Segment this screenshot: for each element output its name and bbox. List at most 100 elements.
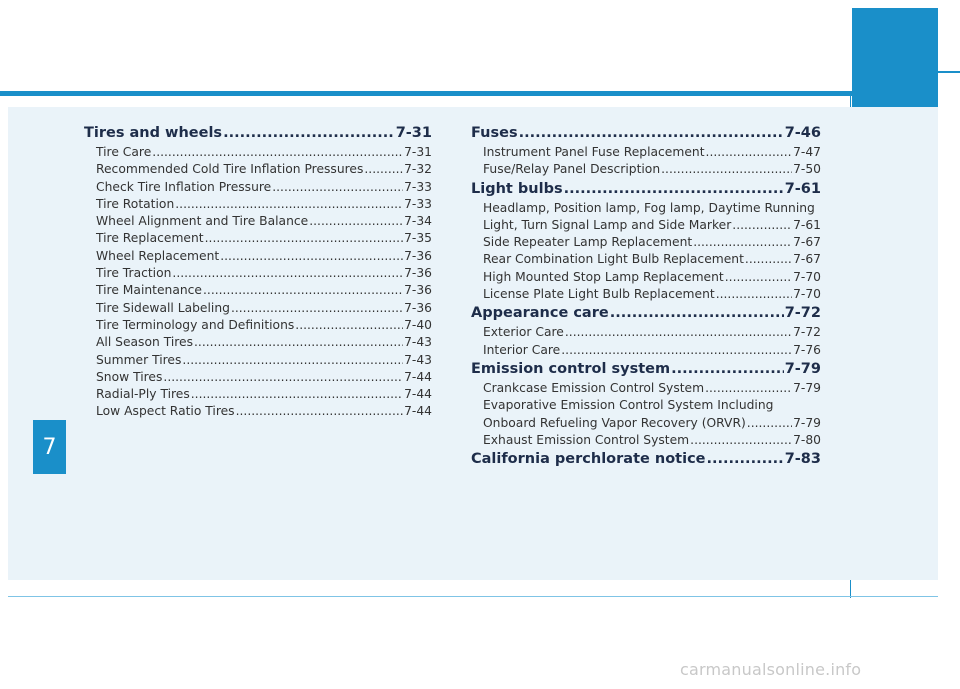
toc-entry[interactable]: Fuse/Relay Panel Description 7-50 — [471, 162, 821, 179]
page-number: 7-67 — [793, 235, 821, 250]
dot-leader — [707, 451, 784, 467]
page-number: 7-67 — [793, 252, 821, 267]
dot-leader — [272, 180, 403, 194]
toc-section[interactable]: Tires and wheels 7-31 — [84, 125, 432, 145]
toc-section[interactable]: Fuses 7-46 — [471, 125, 821, 145]
page-number: 7-79 — [793, 415, 821, 430]
dot-leader — [152, 145, 403, 159]
page-number: 7-36 — [404, 300, 432, 315]
toc-entry-title: Recommended Cold Tire Inflation Pressure… — [96, 162, 364, 177]
page-number: 7-36 — [404, 266, 432, 281]
page-number: 7-35 — [404, 231, 432, 246]
watermark: carmanualsonline.info — [680, 660, 862, 679]
chapter-tab: 7 — [33, 420, 66, 474]
page-number: 7-83 — [784, 451, 821, 468]
toc-entry-title: Interior Care — [483, 342, 561, 357]
toc-entry[interactable]: Snow Tires 7-44 — [84, 370, 432, 387]
toc-entry[interactable]: License Plate Light Bulb Replacement 7-70 — [471, 287, 821, 304]
page-number: 7-43 — [404, 352, 432, 367]
page-number: 7-31 — [395, 125, 432, 141]
dot-leader — [610, 305, 784, 321]
dot-leader — [725, 270, 792, 284]
toc-entry[interactable]: Radial-Ply Tires 7-44 — [84, 387, 432, 404]
page-number: 7-33 — [404, 179, 432, 194]
toc-section[interactable]: California perchlorate notice 7-83 — [471, 451, 821, 471]
toc-entry[interactable]: Summer Tires 7-43 — [84, 353, 432, 370]
page-number: 7-44 — [404, 369, 432, 384]
toc-entry[interactable]: All Season Tires 7-43 — [84, 335, 432, 352]
toc-entry[interactable]: Crankcase Emission Control System 7-79 — [471, 381, 821, 398]
toc-entry[interactable]: Check Tire Inflation Pressure 7-33 — [84, 180, 432, 197]
toc-entry-title: Tire Maintenance — [96, 283, 203, 298]
page-number: 7-72 — [784, 305, 821, 322]
dot-leader — [564, 181, 784, 197]
toc-entry[interactable]: Tire Replacement 7-35 — [84, 231, 432, 248]
toc-entry[interactable]: Onboard Refueling Vapor Recovery (ORVR) 7… — [471, 416, 821, 433]
toc-entry[interactable]: Exterior Care 7-72 — [471, 325, 821, 342]
page-number: 7-70 — [793, 287, 821, 302]
toc-entry-title: Instrument Panel Fuse Replacement — [483, 145, 705, 159]
page-number: 7-80 — [793, 432, 821, 447]
dot-leader — [175, 197, 403, 211]
toc-right-column: Fuses 7-46 Instrument Panel Fuse Replaceme… — [471, 124, 821, 471]
toc-entry-title: Radial-Ply Tires — [96, 387, 190, 402]
toc-entry-title: Exterior Care — [483, 325, 564, 340]
dot-leader — [220, 249, 403, 263]
toc-entry-title: Headlamp, Position lamp, Fog lamp, Dayti… — [483, 200, 815, 215]
toc-entry[interactable]: Wheel Replacement 7-36 — [84, 249, 432, 266]
toc-entry[interactable]: Tire Sidewall Labeling 7-36 — [84, 301, 432, 318]
dot-leader — [745, 252, 792, 266]
toc-section[interactable]: Light bulbs 7-61 — [471, 181, 821, 201]
page-number: 7-40 — [404, 317, 432, 332]
page-number: 7-47 — [793, 145, 821, 159]
toc-section[interactable]: Appearance care 7-72 — [471, 305, 821, 325]
toc-entry[interactable]: Light, Turn Signal Lamp and Side Marker 7… — [471, 218, 821, 235]
toc-entry[interactable]: Tire Terminology and Definitions 7-40 — [84, 318, 432, 335]
dot-leader — [716, 287, 792, 301]
toc-entry[interactable]: Tire Care 7-31 — [84, 145, 432, 162]
toc-section-title: Light bulbs — [471, 180, 563, 197]
toc-entry[interactable]: Wheel Alignment and Tire Balance 7-34 — [84, 214, 432, 231]
toc-entry[interactable]: Rear Combination Light Bulb Replacement 7… — [471, 252, 821, 269]
toc-entry[interactable]: Side Repeater Lamp Replacement 7-67 — [471, 235, 821, 252]
page-number: 7-79 — [784, 360, 821, 377]
toc-entry[interactable]: Interior Care 7-76 — [471, 343, 821, 360]
toc-entry-title: Evaporative Emission Control System Incl… — [483, 398, 774, 413]
chapter-number: 7 — [42, 434, 57, 460]
toc-entry-title: Snow Tires — [96, 369, 163, 384]
toc-entry[interactable]: Recommended Cold Tire Inflation Pressure… — [84, 162, 432, 179]
toc-entry[interactable]: Tire Maintenance 7-36 — [84, 283, 432, 300]
toc-entry-title: High Mounted Stop Lamp Replacement — [483, 269, 724, 284]
corner-tab — [852, 8, 938, 109]
toc-entry[interactable]: Evaporative Emission Control System Incl… — [471, 398, 821, 415]
toc-entry-title: Tire Replacement — [96, 231, 204, 246]
dot-leader — [295, 318, 403, 332]
dot-leader — [236, 404, 403, 418]
toc-entry[interactable]: Tire Traction 7-36 — [84, 266, 432, 283]
toc-entry[interactable]: High Mounted Stop Lamp Replacement 7-70 — [471, 270, 821, 287]
toc-entry[interactable]: Exhaust Emission Control System 7-80 — [471, 433, 821, 450]
toc-entry-title: Crankcase Emission Control System — [483, 380, 705, 395]
dot-leader — [561, 343, 792, 357]
dot-leader — [309, 214, 403, 228]
toc-left-column: Tires and wheels 7-31 Tire Care 7-31 Recomme… — [84, 124, 432, 422]
toc-entry-title: Tire Care — [96, 145, 152, 159]
page-number: 7-36 — [404, 248, 432, 263]
page-number: 7-34 — [404, 214, 432, 229]
toc-entry[interactable]: Low Aspect Ratio Tires 7-44 — [84, 404, 432, 421]
toc-entry-title: Low Aspect Ratio Tires — [96, 404, 235, 419]
bottom-rule — [8, 596, 938, 597]
page-number: 7-44 — [404, 404, 432, 419]
toc-entry[interactable]: Headlamp, Position lamp, Fog lamp, Dayti… — [471, 201, 821, 218]
toc-entry[interactable]: Instrument Panel Fuse Replacement 7-47 — [471, 145, 821, 162]
top-rule — [0, 91, 852, 96]
page-number: 7-72 — [793, 325, 821, 340]
toc-section[interactable]: Emission control system 7-79 — [471, 361, 821, 381]
page-number: 7-43 — [404, 335, 432, 350]
page-number: 7-70 — [793, 269, 821, 284]
page-number: 7-61 — [784, 180, 821, 197]
page-number: 7-44 — [404, 387, 432, 402]
toc-entry-title: Tire Terminology and Definitions — [96, 317, 295, 332]
page-number: 7-50 — [793, 162, 821, 177]
toc-entry[interactable]: Tire Rotation 7-33 — [84, 197, 432, 214]
